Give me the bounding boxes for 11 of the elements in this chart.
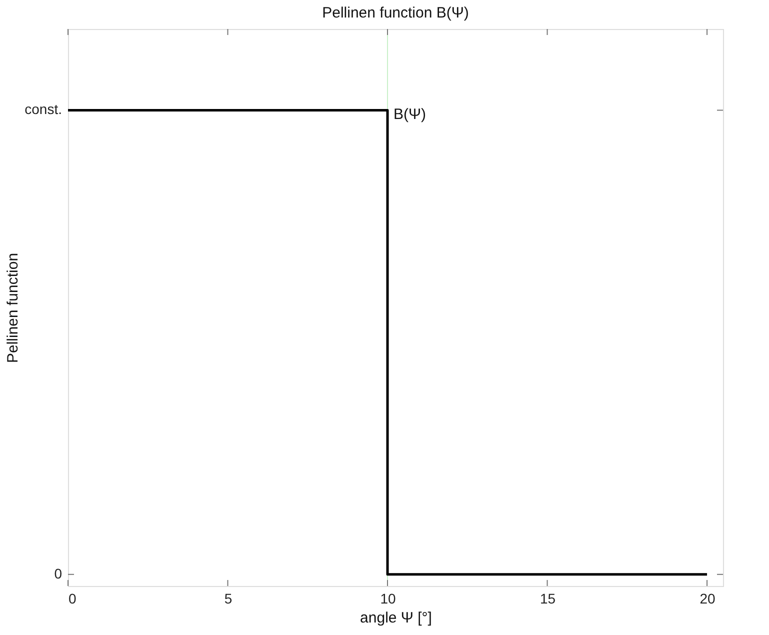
chart-title: Pellinen function B(Ψ) [322, 4, 469, 22]
x-tick-label: 10 [380, 590, 396, 606]
annotation: B(Ψ) [394, 106, 426, 124]
y-axis-title: Pellinen function [4, 252, 22, 364]
text: const. [24, 101, 62, 118]
x-tick-label: 5 [224, 590, 232, 606]
x-tick-label: 15 [540, 590, 556, 606]
x-tick-label: 0 [68, 590, 76, 606]
x-tick-label: 20 [700, 590, 716, 606]
text: 0 [54, 565, 62, 582]
x-axis-title: angle Ψ [°] [360, 610, 432, 626]
